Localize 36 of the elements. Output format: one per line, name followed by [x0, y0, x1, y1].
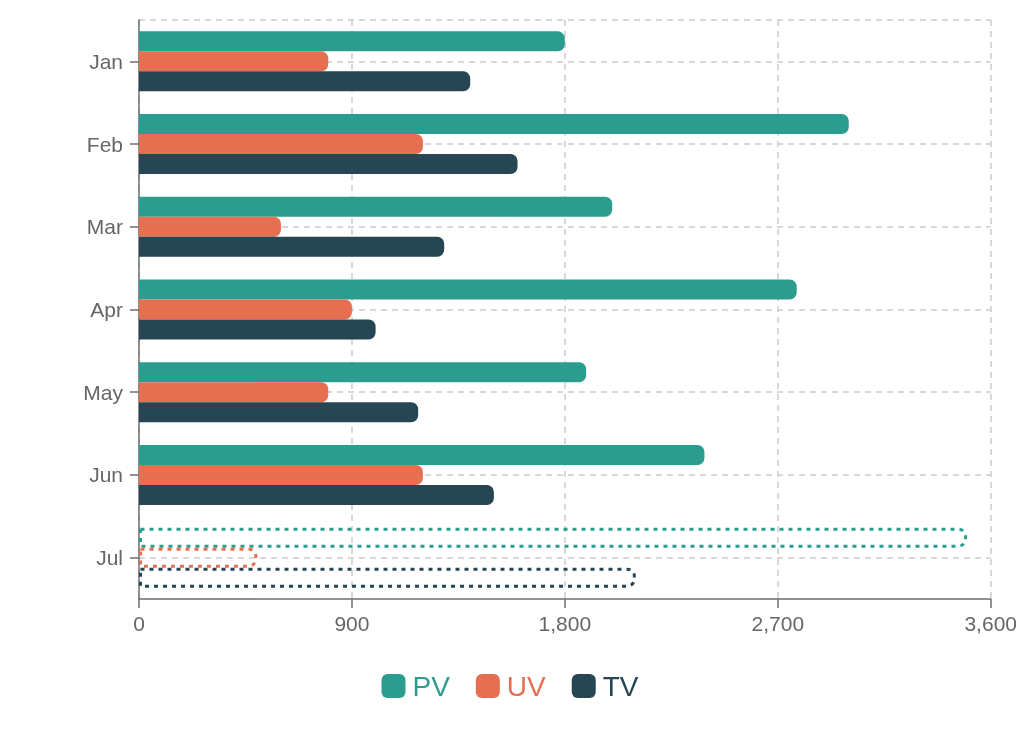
bar: [139, 236, 445, 257]
x-tick-label: 1,800: [538, 612, 592, 635]
y-tick-label: Apr: [90, 298, 123, 321]
bar: [139, 279, 797, 300]
bar: [139, 484, 494, 505]
y-tick-label: May: [83, 380, 124, 404]
bar: [139, 71, 471, 92]
bar: [139, 444, 705, 465]
y-tick-label: Mar: [86, 215, 123, 239]
bar: [139, 299, 352, 320]
legend-label: PV: [412, 670, 451, 702]
bar: [139, 134, 423, 155]
bar: [139, 402, 419, 423]
bar: [139, 567, 636, 588]
bar: [139, 527, 968, 548]
legend-label: TV: [602, 670, 639, 702]
bar: [139, 464, 423, 485]
bar: [139, 362, 587, 383]
y-tick-label: Jul: [96, 546, 123, 570]
bar: [139, 547, 258, 568]
y-tick-label: Feb: [86, 132, 123, 156]
bar: [139, 114, 849, 135]
bar: [139, 216, 281, 237]
bar: [139, 196, 613, 217]
x-tick-label: 0: [133, 612, 145, 635]
bar: [139, 51, 329, 72]
y-tick-label: Jan: [89, 49, 123, 73]
bar: [139, 319, 376, 340]
bar: [139, 382, 329, 403]
bar: [139, 31, 565, 52]
bar: [139, 154, 518, 175]
y-tick-label: Jun: [89, 463, 123, 487]
x-tick-label: 3,600: [964, 612, 1018, 635]
x-tick-label: 2,700: [751, 612, 805, 635]
x-tick-label: 900: [334, 612, 370, 635]
legend-label: UV: [506, 670, 547, 702]
